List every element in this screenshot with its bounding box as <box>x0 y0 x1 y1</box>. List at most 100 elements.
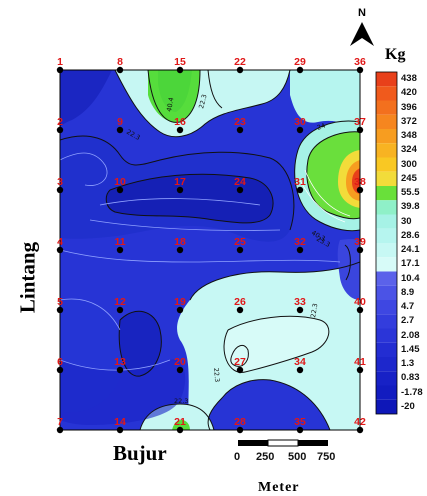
station-label: 8 <box>117 56 123 68</box>
station-label: 23 <box>234 116 246 128</box>
station-dot <box>56 66 64 74</box>
legend-swatch <box>376 228 397 243</box>
legend-value-label: 396 <box>401 101 417 113</box>
station-label: 24 <box>234 176 246 188</box>
legend-swatch <box>376 357 397 372</box>
station-dot <box>236 66 244 74</box>
legend-swatch <box>376 200 397 215</box>
station-dot <box>56 306 64 314</box>
station-dot <box>176 306 184 314</box>
legend-swatch <box>376 285 397 300</box>
legend-swatch <box>376 314 397 329</box>
station-dot <box>116 306 124 314</box>
legend-value-label: 17.1 <box>401 258 420 270</box>
legend-value-label: 28.6 <box>401 229 420 241</box>
legend-value-label: 420 <box>401 87 417 99</box>
station-label: 35 <box>294 416 306 428</box>
contour-label: 24 <box>316 122 327 132</box>
station-dot <box>356 426 364 434</box>
station-label: 22 <box>234 56 246 68</box>
legend-swatch <box>376 271 397 286</box>
station-label: 15 <box>174 56 186 68</box>
scale-tick-label: 500 <box>288 451 307 463</box>
station-dot <box>296 306 304 314</box>
station-dot <box>296 66 304 74</box>
legend-swatch <box>376 86 397 101</box>
legend-value-label: 30 <box>401 215 412 227</box>
station-label: 20 <box>174 356 186 368</box>
legend-swatch <box>376 385 397 400</box>
station-dot <box>236 366 244 374</box>
station-points: 1 8 15 22 29 362 9 16 23 30 373 10 17 24 31 384 11 18 25 32… <box>56 56 366 434</box>
station-label: 21 <box>174 416 186 428</box>
x-axis-label: Bujur <box>113 441 167 465</box>
legend-swatch <box>376 300 397 315</box>
station-label: 9 <box>117 116 123 128</box>
station-dot <box>296 426 304 434</box>
station-label: 1 <box>57 56 63 68</box>
scale-tick-label: 250 <box>256 451 275 463</box>
station-dot <box>116 186 124 194</box>
legend-swatch <box>376 328 397 343</box>
station-label: 36 <box>354 56 366 68</box>
station-label: 31 <box>294 176 306 188</box>
station-dot <box>296 246 304 254</box>
station-dot <box>356 246 364 254</box>
legend-swatch <box>376 186 397 201</box>
legend-swatch <box>376 257 397 272</box>
station-label: 26 <box>234 296 246 308</box>
scale-tick-label: 750 <box>317 451 336 463</box>
legend-swatch <box>376 243 397 258</box>
north-label: N <box>358 7 366 19</box>
station-label: 41 <box>354 356 366 368</box>
legend-value-label: 55.5 <box>401 187 420 198</box>
station-dot <box>56 246 64 254</box>
hot-zone-red <box>352 168 360 194</box>
legend-swatch <box>376 72 397 87</box>
scale-unit-label: Meter <box>258 480 300 495</box>
station-label: 34 <box>294 356 306 368</box>
scale-bar <box>238 439 328 447</box>
legend-value-label: -20 <box>401 400 415 412</box>
station-dot <box>116 66 124 74</box>
contour-fills <box>60 70 360 430</box>
contour-label: 22.3 <box>174 397 188 405</box>
legend-value-label: 300 <box>401 158 417 170</box>
station-label: 10 <box>114 176 126 188</box>
legend-value-label: 24.1 <box>401 244 420 255</box>
legend-value-label: 8.9 <box>401 286 415 298</box>
legend-value-label: 0.83 <box>401 372 420 384</box>
contour-label: 22.3 <box>212 367 221 382</box>
contour-label: 40.4 <box>165 97 175 113</box>
station-dot <box>356 186 364 194</box>
station-label: 28 <box>234 416 246 428</box>
legend-color-bar <box>375 71 398 415</box>
station-dot <box>236 186 244 194</box>
station-dot <box>56 126 64 134</box>
contour-label: 22.3 <box>197 93 208 109</box>
station-dot <box>116 426 124 434</box>
legend-frame <box>375 71 398 415</box>
station-label: 12 <box>114 296 126 308</box>
station-label: 33 <box>294 296 306 308</box>
station-dot <box>176 426 184 434</box>
station-label: 6 <box>57 356 63 368</box>
station-dot <box>176 186 184 194</box>
scale-tick-label: 0 <box>234 451 241 463</box>
station-label: 32 <box>294 236 306 248</box>
legend-value-label: 10.4 <box>401 272 420 284</box>
legend-swatch <box>376 399 397 414</box>
north-arrow-icon <box>350 22 374 46</box>
station-label: 29 <box>294 56 306 68</box>
station-label: 27 <box>234 356 246 368</box>
station-dot <box>56 426 64 434</box>
station-label: 19 <box>174 296 186 308</box>
station-dot <box>236 426 244 434</box>
station-dot <box>356 366 364 374</box>
legend-value-label: 1.3 <box>401 358 415 369</box>
station-dot <box>356 66 364 74</box>
legend-swatch <box>376 214 397 229</box>
station-dot <box>176 366 184 374</box>
legend-value-label: 372 <box>401 115 417 127</box>
legend-value-label: 39.8 <box>401 201 420 213</box>
